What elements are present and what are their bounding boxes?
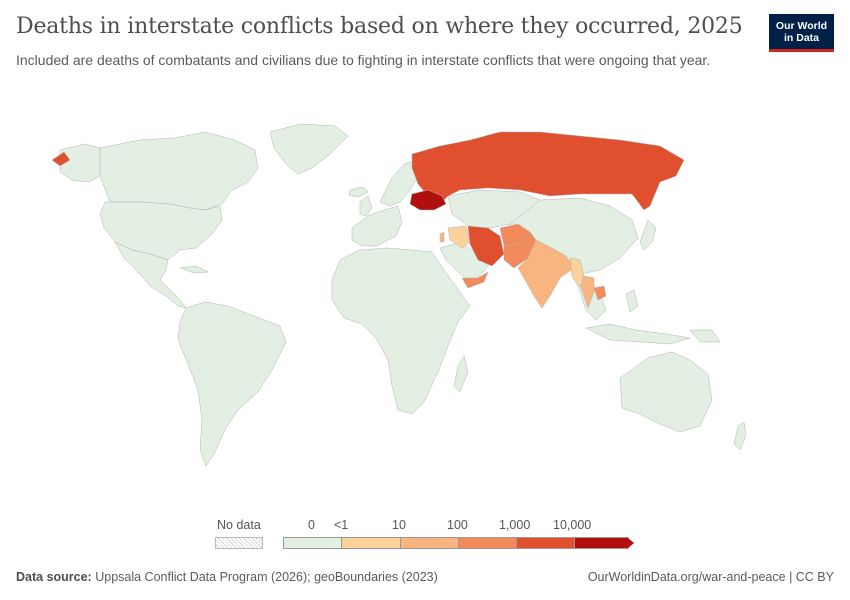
- legend-no-data-swatch[interactable]: [215, 537, 263, 549]
- legend-swatch-2[interactable]: [400, 537, 458, 549]
- country-south-america[interactable]: [177, 301, 287, 467]
- owid-logo[interactable]: Our World in Data: [769, 14, 834, 52]
- footer-source: Data source: Uppsala Conflict Data Progr…: [16, 570, 438, 584]
- country-indonesia[interactable]: [585, 323, 691, 345]
- chart-subtitle: Included are deaths of combatants and ci…: [16, 52, 711, 68]
- country-russia-far-east[interactable]: [51, 151, 71, 167]
- country-western-europe[interactable]: [351, 205, 403, 247]
- country-new-zealand[interactable]: [733, 421, 747, 451]
- footer-link[interactable]: OurWorldinData.org/war-and-peace | CC BY: [587, 570, 834, 584]
- country-madagascar[interactable]: [453, 355, 469, 393]
- legend-swatch-3[interactable]: [458, 537, 516, 549]
- country-japan[interactable]: [639, 219, 657, 251]
- country-philippines[interactable]: [625, 289, 639, 313]
- country-iran[interactable]: [467, 225, 505, 267]
- country-uk[interactable]: [359, 195, 373, 217]
- logo-line-1: Our World: [775, 20, 828, 32]
- legend-label-4: 1,000: [499, 518, 531, 532]
- country-canada[interactable]: [99, 131, 259, 211]
- country-india[interactable]: [517, 239, 575, 309]
- logo-line-2: in Data: [783, 32, 819, 44]
- world-map[interactable]: [0, 110, 850, 510]
- country-alaska[interactable]: [59, 143, 101, 183]
- country-yemen[interactable]: [461, 271, 489, 289]
- country-iraq[interactable]: [447, 225, 471, 249]
- country-israel[interactable]: [439, 231, 445, 243]
- legend-swatch-0[interactable]: [283, 537, 341, 549]
- country-cuba[interactable]: [179, 265, 209, 274]
- country-africa[interactable]: [331, 247, 471, 415]
- country-cambodia[interactable]: [593, 285, 607, 301]
- country-greenland[interactable]: [269, 123, 349, 175]
- legend-no-data-label: No data: [217, 518, 261, 532]
- legend-label-1: <1: [334, 518, 349, 532]
- country-iceland[interactable]: [348, 186, 369, 198]
- legend-swatch-5[interactable]: [574, 537, 628, 549]
- legend-label-5: 10,000: [553, 518, 592, 532]
- legend-label-3: 100: [447, 518, 468, 532]
- country-myanmar[interactable]: [569, 257, 585, 287]
- legend: No data 0 <1 10 100 1,000 10,000: [0, 515, 850, 555]
- country-australia[interactable]: [619, 351, 713, 433]
- legend-arrow-icon: [627, 537, 634, 549]
- footer-source-label: Data source:: [16, 570, 92, 584]
- legend-label-0: 0: [308, 518, 315, 532]
- country-ukraine[interactable]: [409, 189, 447, 211]
- legend-swatch-4[interactable]: [516, 537, 574, 549]
- footer-source-text: Uppsala Conflict Data Program (2026); ge…: [95, 570, 438, 584]
- country-thailand[interactable]: [579, 275, 595, 309]
- legend-label-2: 10: [392, 518, 406, 532]
- chart-title: Deaths in interstate conflicts based on …: [16, 14, 743, 39]
- country-papua[interactable]: [689, 329, 721, 343]
- country-mexico[interactable]: [114, 241, 187, 309]
- legend-swatch-1[interactable]: [341, 537, 400, 549]
- country-usa[interactable]: [99, 201, 223, 261]
